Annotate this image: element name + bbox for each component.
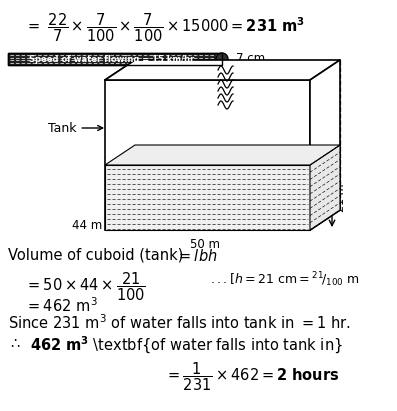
Text: $= lbh$: $= lbh$ — [176, 248, 218, 264]
Text: $\mathbf{462\ m^3}$ \textbf{of water falls into tank in}: $\mathbf{462\ m^3}$ \textbf{of water fal… — [30, 335, 343, 356]
Text: $\therefore$: $\therefore$ — [8, 335, 21, 350]
Text: $= \dfrac{1}{231} \times 462 = \mathbf{2\ hours}$: $= \dfrac{1}{231} \times 462 = \mathbf{2… — [165, 360, 339, 393]
Text: $= 50 \times 44 \times \dfrac{21}{100}$: $= 50 \times 44 \times \dfrac{21}{100}$ — [25, 270, 146, 302]
FancyBboxPatch shape — [8, 53, 222, 65]
Text: 50 m: 50 m — [190, 238, 220, 251]
Text: $= 462\ \mathrm{m}^3$: $= 462\ \mathrm{m}^3$ — [25, 296, 98, 315]
Text: Speed of water flowing = 15 km/hr: Speed of water flowing = 15 km/hr — [29, 55, 195, 64]
Text: Tank: Tank — [48, 122, 103, 134]
Ellipse shape — [216, 53, 228, 65]
Text: Since $231\ \mathrm{m}^3$ of water falls into tank in $= 1$ hr.: Since $231\ \mathrm{m}^3$ of water falls… — [8, 313, 351, 332]
Text: 44 m: 44 m — [72, 219, 102, 231]
Text: $= \ \dfrac{22}{7} \times \dfrac{7}{100} \times \dfrac{7}{100} \times 15000 = \m: $= \ \dfrac{22}{7} \times \dfrac{7}{100}… — [25, 12, 305, 44]
Polygon shape — [310, 145, 340, 230]
Bar — [8, 53, 222, 65]
Polygon shape — [310, 60, 340, 230]
Text: 21 m: 21 m — [336, 183, 346, 212]
Polygon shape — [105, 80, 310, 230]
Polygon shape — [105, 60, 340, 80]
Polygon shape — [105, 145, 340, 165]
Text: Volume of cuboid (tank): Volume of cuboid (tank) — [8, 248, 188, 263]
Polygon shape — [105, 165, 310, 230]
Text: 7 cm: 7 cm — [236, 53, 265, 65]
Text: $...[h = 21\ \mathrm{cm} = {}^{21}\!/_{100}\ \mathrm{m}$: $...[h = 21\ \mathrm{cm} = {}^{21}\!/_{1… — [210, 270, 360, 289]
